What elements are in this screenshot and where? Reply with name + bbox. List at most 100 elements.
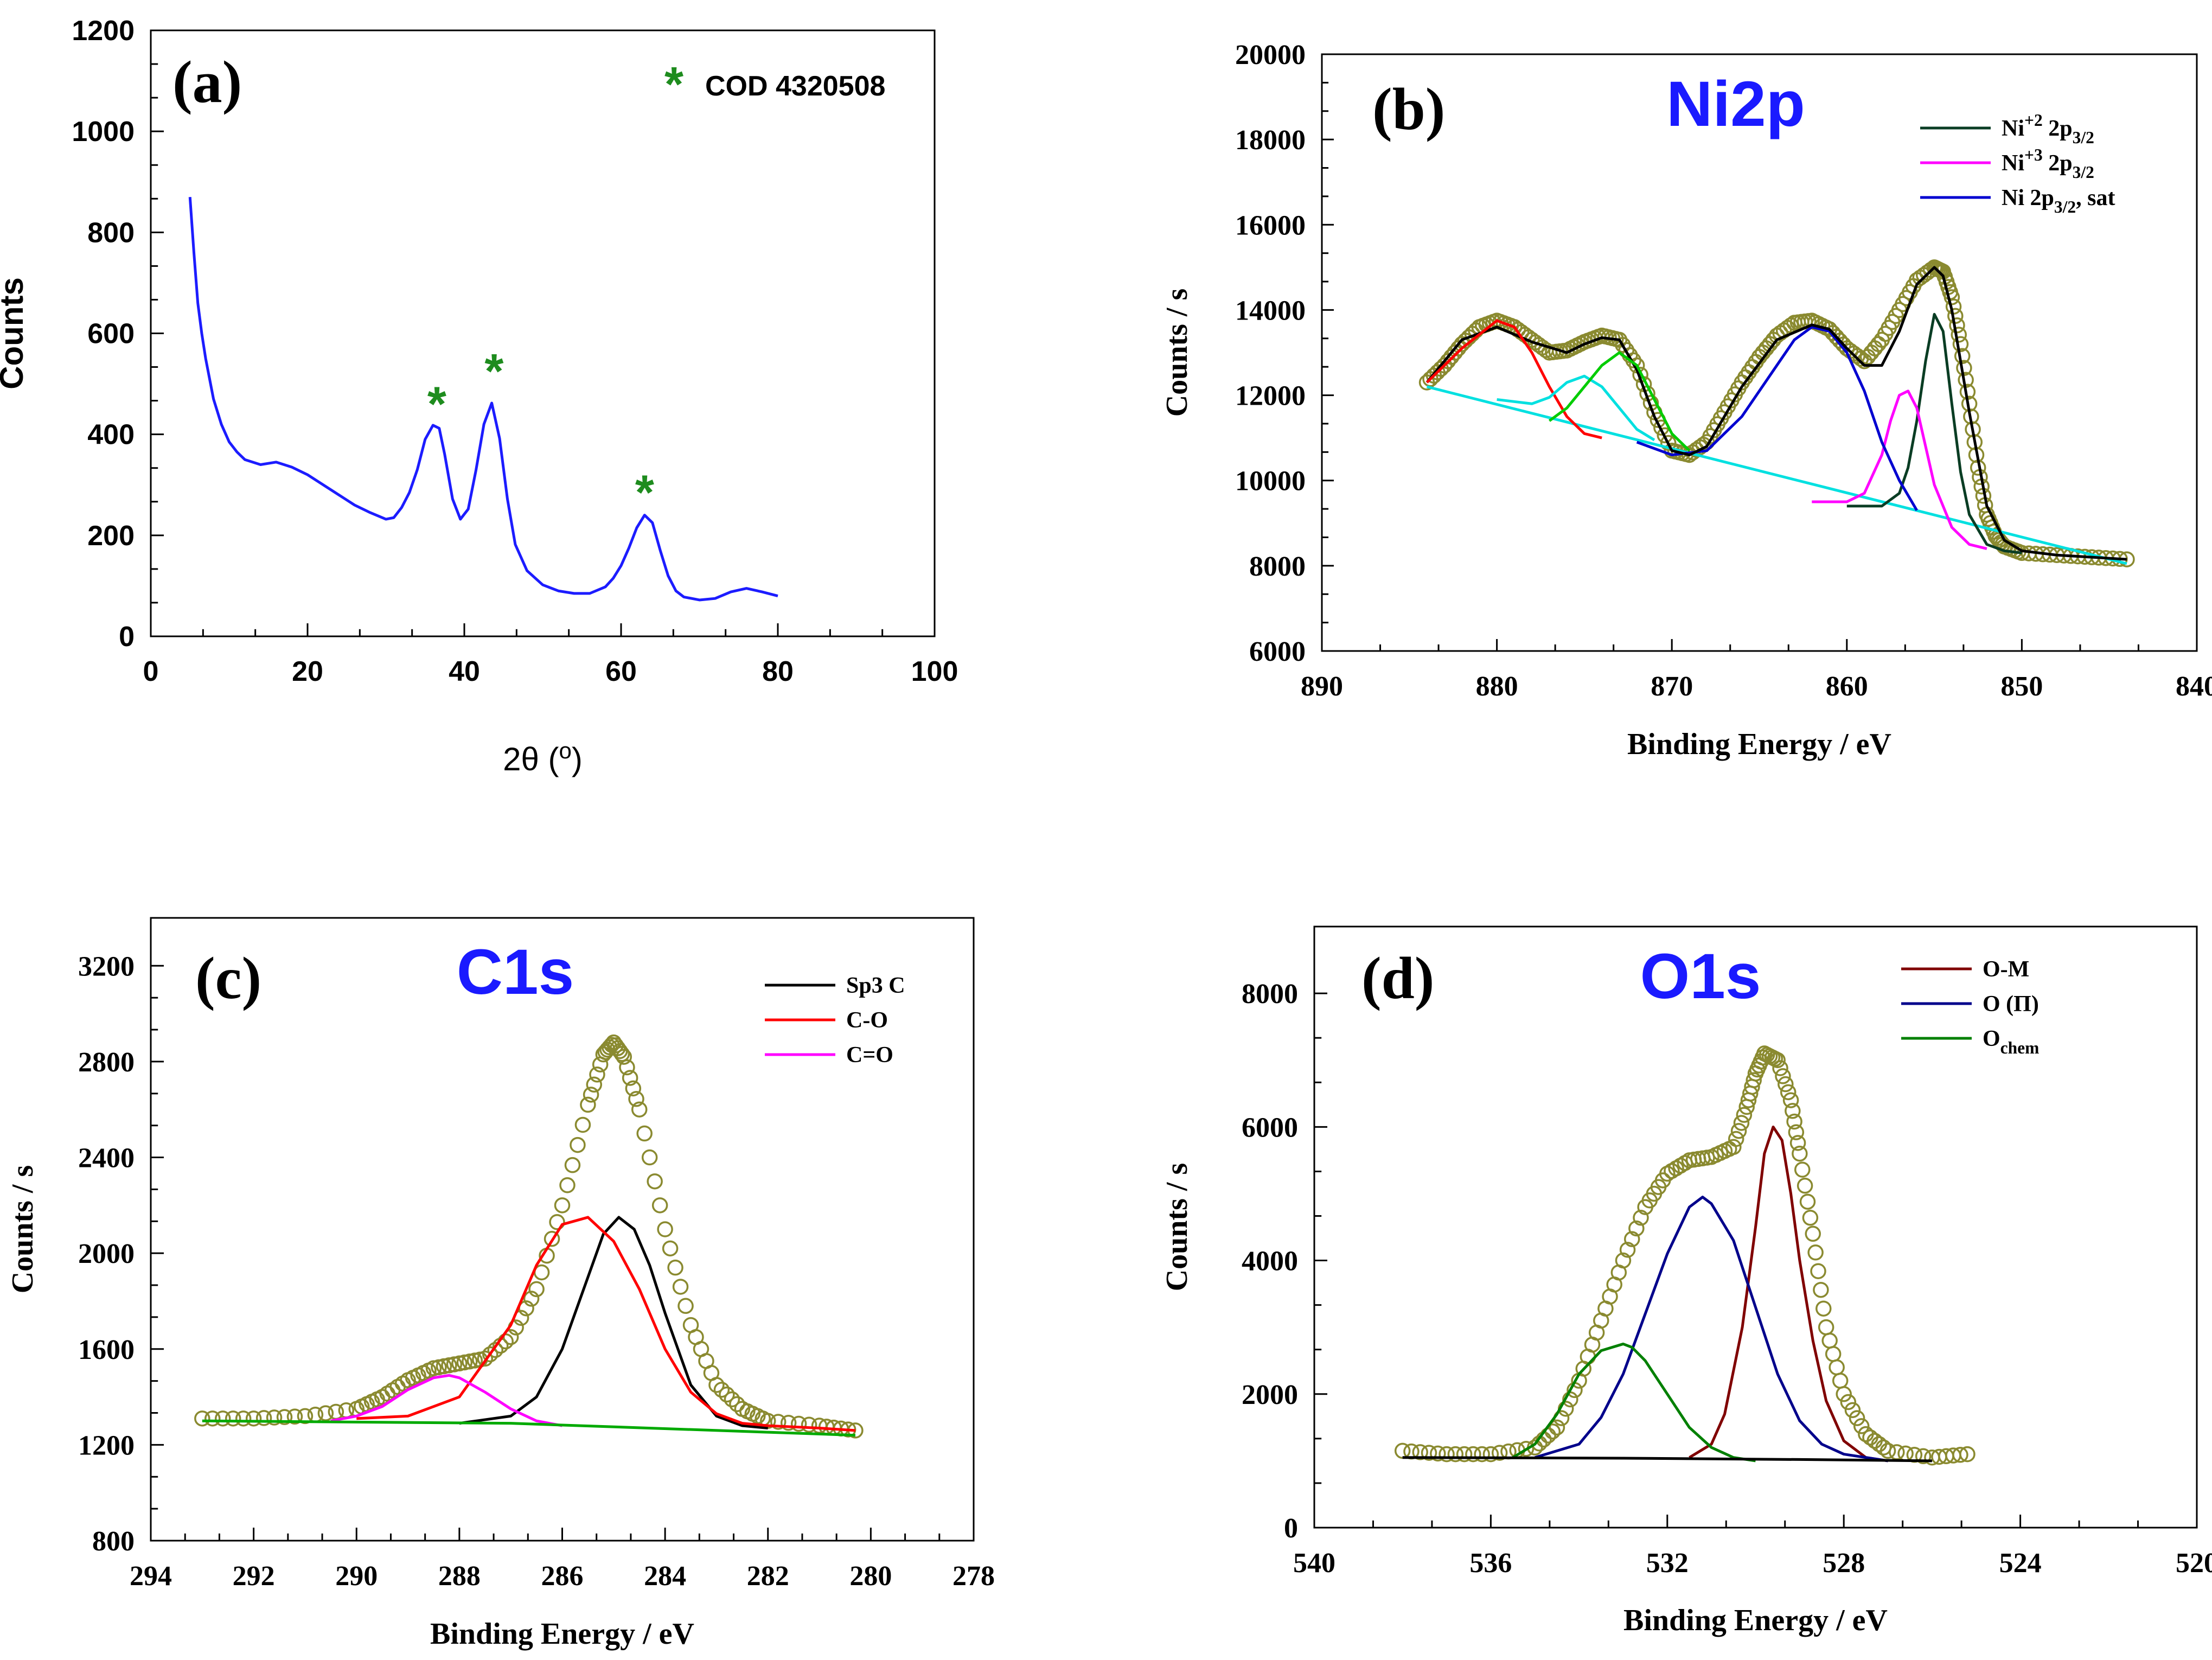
y-tick-label: 1000 <box>72 116 135 148</box>
data-point <box>528 1281 545 1298</box>
data-point <box>1482 1446 1499 1463</box>
x-tick-label: 0 <box>143 656 159 687</box>
series-line-6 <box>1548 351 1691 452</box>
y-tick-label: 10000 <box>1235 466 1306 497</box>
y-tick-label: 8000 <box>1249 551 1306 582</box>
x-tick-label: 286 <box>541 1561 584 1592</box>
data-point <box>1832 1372 1849 1389</box>
panel-label: (b) <box>1372 76 1445 142</box>
data-point <box>601 1039 618 1056</box>
x-tick-label: 536 <box>1469 1548 1512 1579</box>
series-line-3 <box>1425 266 2127 561</box>
x-tick-label: 524 <box>1999 1548 2042 1579</box>
data-point <box>1792 1145 1808 1162</box>
data-point <box>628 1091 644 1107</box>
data-point <box>801 1416 817 1433</box>
x-tick-label: 870 <box>1651 671 1693 702</box>
series-line-3 <box>1402 1456 1932 1463</box>
legend-label: Sp3 C <box>846 973 905 998</box>
data-point <box>1619 1242 1636 1258</box>
legend-label: Ni+3 2p3/2 <box>2002 145 2094 182</box>
series-line-1 <box>1812 390 1987 550</box>
data-point <box>1951 327 1967 343</box>
data-point <box>1949 317 1965 334</box>
panel-b: 890 880 870 860 850 840 6000 8000 10000 12000 1400… <box>1160 40 2212 761</box>
data-point <box>1952 1447 1968 1463</box>
x-tick-label: 532 <box>1646 1548 1689 1579</box>
data-point <box>544 1230 560 1247</box>
data-point <box>780 1415 797 1431</box>
data-point <box>1412 1444 1428 1460</box>
peak-marker: * <box>427 378 446 432</box>
data-point <box>1915 1448 1932 1465</box>
data-point <box>790 1415 807 1432</box>
y-tick-label: 2800 <box>78 1047 135 1078</box>
data-point <box>1430 1445 1446 1462</box>
data-point <box>255 1410 272 1426</box>
data-point <box>1772 1060 1788 1076</box>
data-point <box>1959 1446 1976 1463</box>
legend-label: O-M <box>1983 957 2029 982</box>
data-point <box>586 1076 603 1093</box>
x-tick-label: 20 <box>292 656 323 687</box>
x-tick-label: 850 <box>2000 671 2043 702</box>
plot-frame <box>150 29 936 637</box>
data-point <box>657 1221 673 1237</box>
x-tick-label: 284 <box>644 1561 686 1592</box>
data-point <box>214 1410 231 1427</box>
data-point <box>1821 1332 1838 1349</box>
data-point <box>613 1046 630 1062</box>
series-line-0 <box>1846 312 2022 554</box>
data-point <box>1439 1446 1455 1463</box>
y-axis-label: Counts / s <box>6 1165 40 1294</box>
data-point <box>1807 1244 1824 1261</box>
y-tick-label: 1600 <box>78 1335 135 1365</box>
data-point <box>622 1070 638 1086</box>
data-point <box>713 1382 730 1398</box>
data-point <box>1952 336 1969 353</box>
y-tick-label: 200 <box>87 520 135 552</box>
data-point <box>574 1116 591 1133</box>
data-point <box>625 1080 642 1097</box>
x-tick-label: 292 <box>233 1561 275 1592</box>
data-point <box>245 1410 262 1427</box>
y-tick-label: 4000 <box>1242 1246 1298 1277</box>
y-tick-label: 800 <box>87 217 135 248</box>
legend-label: Ochem <box>1983 1026 2039 1057</box>
panel-c: 294 292 290 288 286 284 282 280 278 800 1200 1600 20… <box>6 917 995 1651</box>
y-tick-label: 800 <box>92 1526 135 1557</box>
legend: Sp3 C C-O C=O <box>765 973 905 1068</box>
legend-label: C-O <box>846 1008 888 1033</box>
data-point <box>1728 1131 1744 1147</box>
y-tick-label: 0 <box>1284 1513 1298 1544</box>
data-point <box>1456 1446 1473 1463</box>
data-point <box>1447 1446 1464 1463</box>
panel-d: 540 536 532 528 524 520 0 2000 4000 6000 8000 Bindi… <box>1160 925 2212 1637</box>
x-tick-label: 528 <box>1823 1548 1865 1579</box>
y-tick-label: 6000 <box>1242 1112 1298 1143</box>
peak-marker: * <box>635 465 654 520</box>
data-point <box>1474 1446 1490 1463</box>
y-tick-label: 18000 <box>1235 125 1306 156</box>
data-point <box>1421 1445 1437 1461</box>
data-point <box>724 1391 740 1408</box>
x-axis-label: Binding Energy / eV <box>1623 1604 1888 1637</box>
series-line-1 <box>356 1216 856 1432</box>
x-tick-label: 278 <box>952 1561 995 1592</box>
data-point <box>631 1101 648 1118</box>
data-point <box>672 1279 689 1295</box>
x-tick-label: 60 <box>605 656 637 687</box>
data-point <box>1733 1115 1750 1131</box>
data-point <box>487 1342 503 1358</box>
plot-frame <box>1321 53 2198 652</box>
series-line-2 <box>330 1374 562 1427</box>
data-point <box>1836 1386 1852 1402</box>
data-point <box>1944 289 1960 305</box>
y-tick-label: 2000 <box>1242 1380 1298 1410</box>
data-point <box>1805 1225 1821 1242</box>
chart-title: O1s <box>1640 941 1761 1012</box>
y-tick-label: 16000 <box>1235 210 1306 241</box>
data-point <box>651 1197 668 1214</box>
data-point <box>564 1157 581 1173</box>
